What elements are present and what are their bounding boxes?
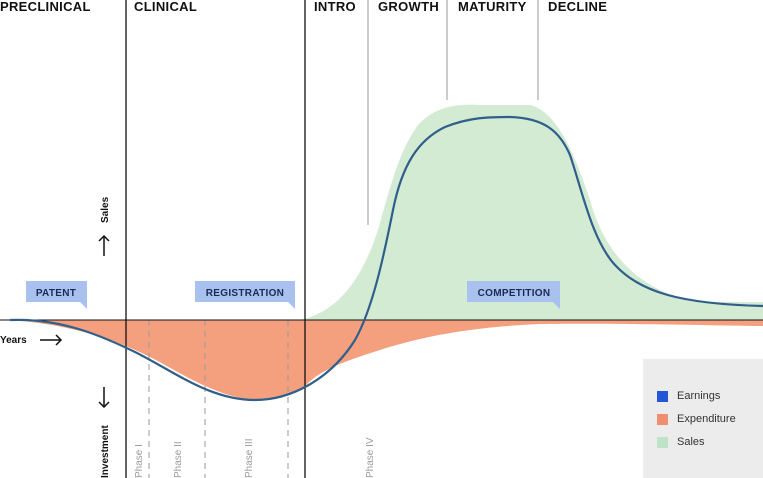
up-arrow-icon xyxy=(98,234,110,256)
svg-text:COMPETITION: COMPETITION xyxy=(478,288,551,299)
legend-label: Sales xyxy=(677,436,705,448)
sales-area xyxy=(300,104,763,320)
svg-text:PATENT: PATENT xyxy=(36,288,76,299)
patent-tag: PATENT xyxy=(26,281,87,309)
registration-tag: REGISTRATION xyxy=(195,281,295,309)
stage-growth: GROWTH xyxy=(378,0,439,14)
right-arrow-icon xyxy=(40,334,63,346)
svg-text:REGISTRATION: REGISTRATION xyxy=(206,288,284,299)
stage-clinical: CLINICAL xyxy=(134,0,197,14)
legend-label: Earnings xyxy=(677,390,721,402)
years-axis-label: Years xyxy=(0,335,27,346)
phase-4-label: Phase IV xyxy=(365,437,376,478)
sales-axis-label: Sales xyxy=(100,196,111,223)
phase-1-label: Phase I xyxy=(134,444,145,478)
down-arrow-icon xyxy=(98,387,110,409)
stage-intro: INTRO xyxy=(314,0,356,14)
earnings-swatch xyxy=(657,390,668,402)
investment-axis-label: Investment xyxy=(100,425,111,478)
expenditure-swatch xyxy=(657,413,668,425)
earnings-line xyxy=(9,115,763,402)
stage-preclinical: PRECLINICAL xyxy=(0,0,91,14)
legend-item-sales: Sales xyxy=(657,435,705,449)
expenditure-area xyxy=(10,320,763,401)
sales-swatch xyxy=(657,436,668,448)
phase-2-label: Phase II xyxy=(173,441,184,478)
legend-item-expenditure: Expenditure xyxy=(657,412,736,426)
legend-label: Expenditure xyxy=(677,413,736,425)
stage-decline: DECLINE xyxy=(548,0,607,14)
competition-tag: COMPETITION xyxy=(467,281,560,309)
stage-maturity: MATURITY xyxy=(458,0,527,14)
legend-item-earnings: Earnings xyxy=(657,389,720,403)
phase-3-label: Phase III xyxy=(244,439,255,478)
legend: Earnings Expenditure Sales xyxy=(643,359,763,478)
